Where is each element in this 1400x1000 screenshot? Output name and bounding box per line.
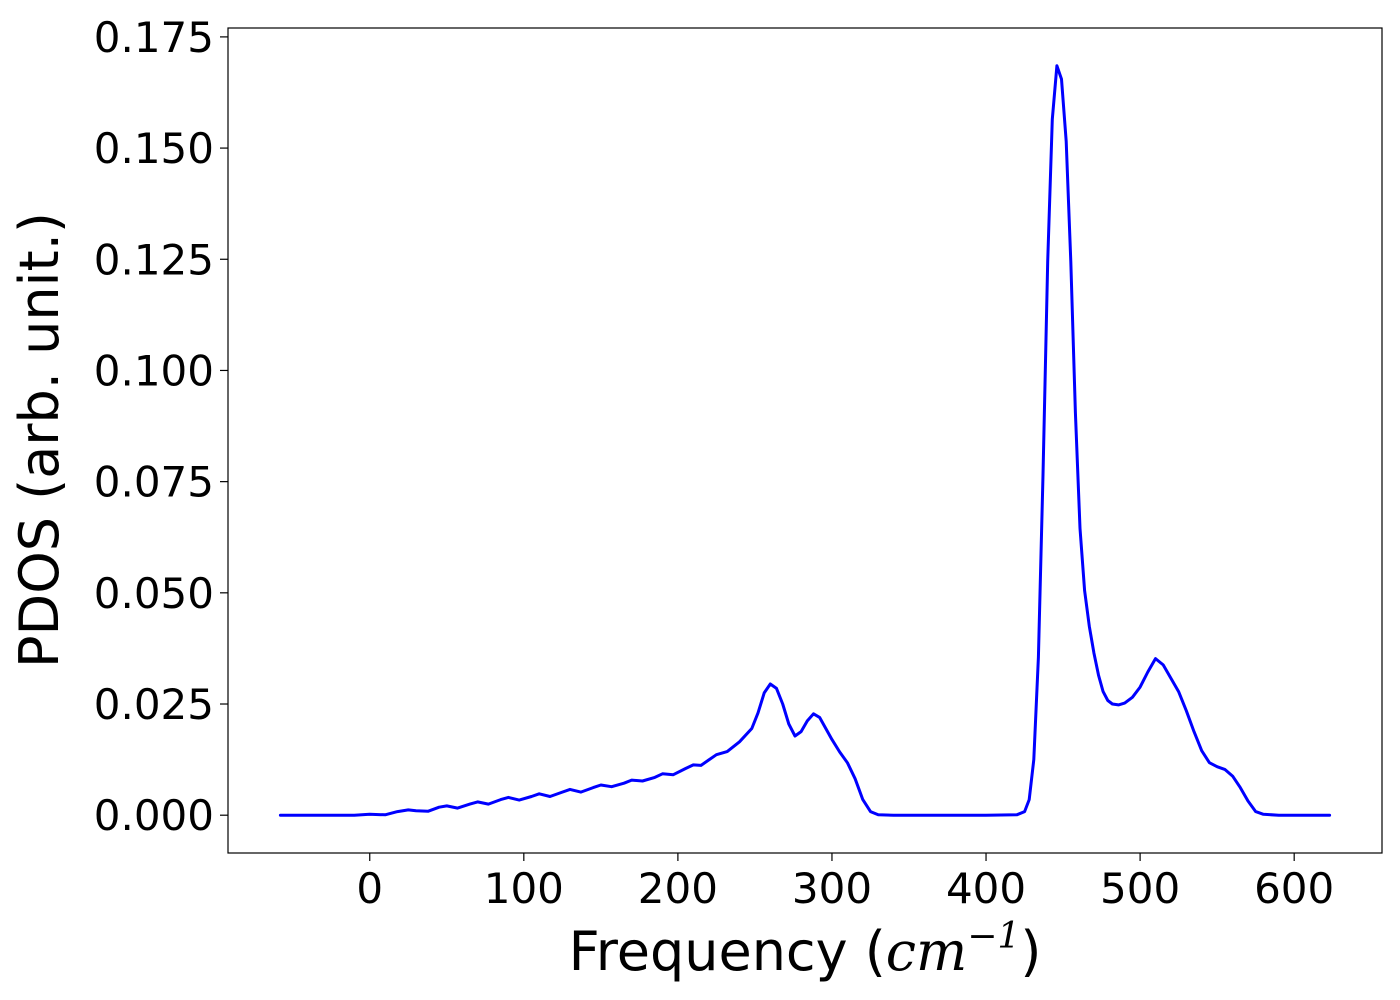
y-axis: 0.000 0.025 0.050 0.075 0.100 0.125 0.150 0.175: [94, 13, 228, 840]
y-axis-title: PDOS (arb. unit.): [8, 212, 71, 668]
plot-frame: [227, 27, 1383, 854]
y-tick-label: 0.175: [94, 13, 214, 62]
x-axis: 0 100 200 300 400 500 600: [356, 853, 1334, 913]
plot-area: [278, 64, 1332, 817]
x-tick-label: 200: [638, 864, 718, 913]
y-tick-label: 0.025: [94, 680, 214, 729]
y-tick-label: 0.075: [94, 458, 214, 507]
y-tick-label: 0.125: [94, 235, 214, 284]
x-tick-label: 400: [946, 864, 1026, 913]
x-axis-title: Frequency (cm−1): [569, 916, 1042, 983]
y-tick-label: 0.150: [94, 124, 214, 173]
x-tick-label: 300: [792, 864, 872, 913]
pdos-series-line: [278, 64, 1332, 817]
x-tick-label: 500: [1100, 864, 1180, 913]
x-tick-label: 100: [484, 864, 564, 913]
y-tick-label: 0.100: [94, 346, 214, 395]
x-tick-label: 600: [1254, 864, 1334, 913]
y-tick-label: 0.000: [94, 791, 214, 840]
y-tick-label: 0.050: [94, 569, 214, 618]
x-tick-label: 0: [356, 864, 383, 913]
